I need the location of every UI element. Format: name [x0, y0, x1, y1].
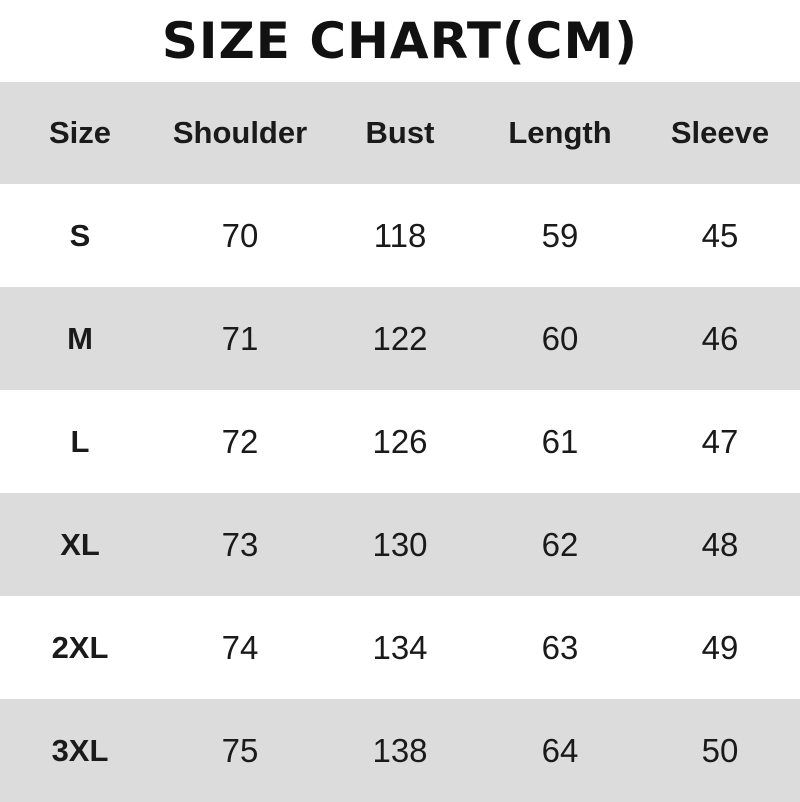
cell-shoulder: 73 [221, 525, 259, 563]
table-row: L 72 126 61 47 [0, 390, 800, 493]
cell-length: 60 [541, 319, 579, 357]
header-length: Length [508, 115, 612, 150]
table-row: XL 73 130 62 48 [0, 493, 800, 596]
cell-length: 62 [541, 525, 579, 563]
cell-size: M [67, 320, 93, 356]
cell-shoulder: 70 [221, 216, 259, 254]
cell-bust: 130 [372, 525, 428, 563]
cell-shoulder: 74 [221, 628, 259, 666]
cell-length: 59 [541, 216, 579, 254]
page-title: SIZE CHART(CM) [161, 12, 639, 70]
cell-sleeve: 49 [701, 628, 739, 666]
size-chart-table: Size Shoulder Bust Length Sleeve S 70 118 5… [0, 82, 800, 802]
cell-size: L [70, 423, 90, 459]
cell-length: 64 [541, 731, 579, 769]
cell-size: S [69, 217, 91, 253]
header-sleeve: Sleeve [670, 115, 770, 150]
table-row: 2XL 74 134 63 49 [0, 596, 800, 699]
cell-sleeve: 46 [701, 319, 739, 357]
cell-bust: 138 [372, 731, 428, 769]
cell-bust: 134 [372, 628, 428, 666]
table-row: M 71 122 60 46 [0, 287, 800, 390]
table-row: 3XL 75 138 64 50 [0, 699, 800, 802]
cell-shoulder: 75 [221, 731, 259, 769]
cell-sleeve: 48 [701, 525, 739, 563]
cell-length: 63 [541, 628, 579, 666]
header-shoulder: Shoulder [172, 115, 308, 150]
header-bust: Bust [365, 115, 435, 150]
cell-sleeve: 47 [701, 422, 739, 460]
cell-size: XL [60, 526, 100, 562]
table-header-row: Size Shoulder Bust Length Sleeve [0, 82, 800, 184]
cell-length: 61 [541, 422, 579, 460]
cell-sleeve: 45 [701, 216, 739, 254]
table-row: S 70 118 59 45 [0, 184, 800, 287]
cell-sleeve: 50 [701, 731, 739, 769]
cell-size: 3XL [51, 732, 109, 768]
cell-shoulder: 72 [221, 422, 259, 460]
cell-size: 2XL [51, 629, 109, 665]
cell-bust: 122 [372, 319, 428, 357]
cell-bust: 118 [373, 216, 427, 254]
cell-bust: 126 [372, 422, 428, 460]
cell-shoulder: 71 [221, 319, 259, 357]
header-size: Size [48, 115, 112, 150]
